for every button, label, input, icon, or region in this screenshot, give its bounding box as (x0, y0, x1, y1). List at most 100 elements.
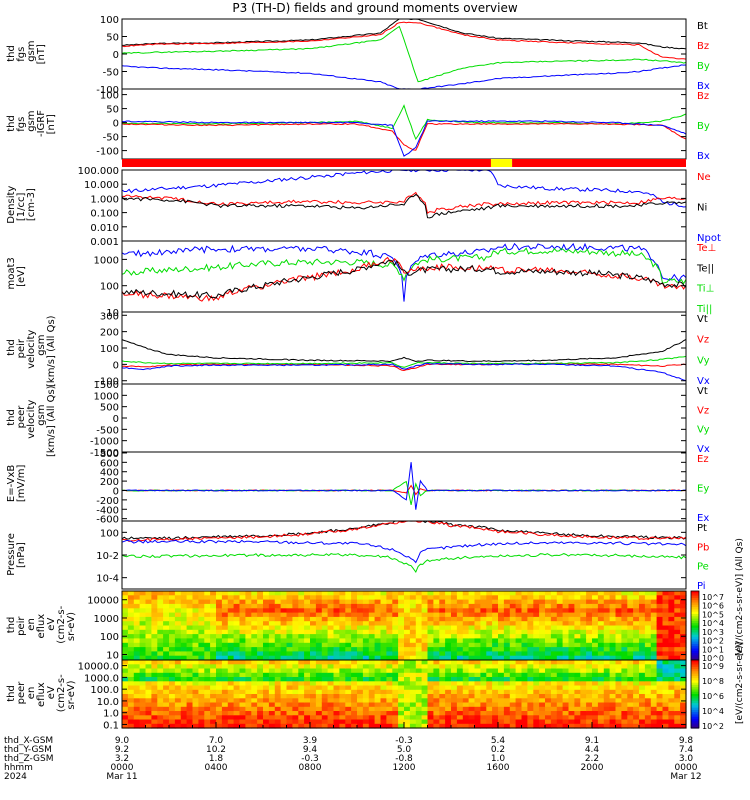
colorbar-tick-label: 10^9 (702, 662, 724, 671)
heatmap-cell (169, 698, 176, 704)
heatmap-cell (315, 621, 323, 627)
heatmap-cell (392, 612, 399, 618)
heatmap-cell (245, 647, 252, 652)
heatmap-cell (592, 664, 599, 670)
heatmap-cell (380, 647, 387, 652)
heatmap-cell (198, 638, 205, 644)
heatmap-cell (139, 723, 147, 729)
heatmap-cell (392, 595, 399, 601)
heatmap-cell (521, 638, 528, 644)
heatmap-cell (427, 655, 434, 661)
heatmap-cell (574, 698, 581, 704)
heatmap-cell (468, 694, 476, 699)
heatmap-cell (362, 715, 370, 721)
heatmap-cell (216, 672, 223, 678)
heatmap-cell (351, 616, 358, 622)
heatmap-cell (198, 660, 205, 665)
heatmap-cell (480, 599, 487, 605)
heatmap-cell (474, 719, 481, 725)
heatmap-cell (421, 647, 429, 652)
heatmap-cell (257, 625, 264, 631)
heatmap-cell (480, 706, 487, 712)
heatmap-cell (127, 723, 135, 729)
heatmap-cell (304, 621, 311, 627)
heatmap-cell (462, 723, 470, 729)
heatmap-cell (127, 711, 135, 716)
heatmap-cell (621, 715, 628, 721)
heatmap-cell (562, 723, 570, 729)
footer-value: 0000 (111, 763, 134, 773)
heatmap-cell (304, 642, 311, 648)
heatmap-cell (480, 625, 487, 631)
heatmap-cell (139, 702, 147, 708)
heatmap-cell (368, 599, 376, 605)
heatmap-cell (151, 616, 158, 622)
heatmap-cell (186, 706, 194, 712)
heatmap-cell (674, 664, 681, 670)
heatmap-cell (639, 723, 646, 729)
heatmap-cell (368, 702, 376, 708)
y-axis-label: eV (46, 686, 57, 699)
heatmap-cell (656, 715, 664, 721)
heatmap-cell (545, 702, 552, 708)
heatmap-cell (680, 668, 687, 674)
heatmap-cell (580, 608, 587, 614)
heatmap-cell (539, 664, 546, 670)
heatmap-cell (480, 664, 487, 670)
heatmap-cell (433, 685, 440, 691)
heatmap-cell (392, 723, 399, 729)
heatmap-cell (151, 651, 158, 657)
heatmap-cell (380, 715, 387, 721)
heatmap-cell (662, 612, 669, 618)
heatmap-cell (386, 599, 393, 605)
heatmap-cell (462, 677, 470, 682)
heatmap-cell (163, 723, 170, 729)
heatmap-cell (163, 647, 170, 652)
heatmap-cell (198, 595, 205, 601)
heatmap-cell (398, 689, 405, 695)
heatmap-cell (204, 706, 211, 712)
heatmap-cell (174, 711, 182, 716)
heatmap-cell (163, 608, 170, 614)
heatmap-cell (292, 677, 299, 682)
heatmap-cell (321, 723, 329, 729)
heatmap-cell (639, 621, 646, 627)
heatmap-cell (597, 642, 605, 648)
heatmap-cell (633, 664, 640, 670)
heatmap-cell (315, 702, 323, 708)
heatmap-cell (409, 702, 417, 708)
heatmap-cell (122, 672, 129, 678)
heatmap-cell (503, 689, 511, 695)
heatmap-cell (362, 629, 370, 635)
heatmap-cell (421, 681, 429, 687)
heatmap-cell (415, 608, 423, 614)
heatmap-cell (163, 655, 170, 661)
heatmap-cell (180, 603, 188, 609)
heatmap-cell (621, 651, 628, 657)
heatmap-cell (186, 634, 194, 639)
heatmap-cell (568, 711, 575, 716)
heatmap-cell (186, 694, 194, 699)
heatmap-cell (515, 664, 523, 670)
heatmap-cell (233, 698, 241, 704)
heatmap-cell (304, 694, 311, 699)
heatmap-cell (257, 694, 264, 699)
heatmap-cell (662, 719, 669, 725)
heatmap-cell (151, 599, 158, 605)
heatmap-cell (362, 681, 370, 687)
heatmap-cell (292, 723, 299, 729)
heatmap-cell (480, 660, 487, 665)
heatmap-cell (357, 689, 364, 695)
heatmap-cell (169, 595, 176, 601)
heatmap-cell (445, 616, 452, 622)
heatmap-cell (509, 616, 517, 622)
heatmap-cell (603, 715, 611, 721)
heatmap-cell (644, 719, 652, 725)
heatmap-cell (656, 664, 664, 670)
heatmap-cell (409, 642, 417, 648)
heatmap-cell (227, 595, 235, 601)
heatmap-cell (392, 647, 399, 652)
heatmap-cell (503, 668, 511, 674)
heatmap-cell (674, 660, 681, 665)
heatmap-cell (586, 651, 593, 657)
